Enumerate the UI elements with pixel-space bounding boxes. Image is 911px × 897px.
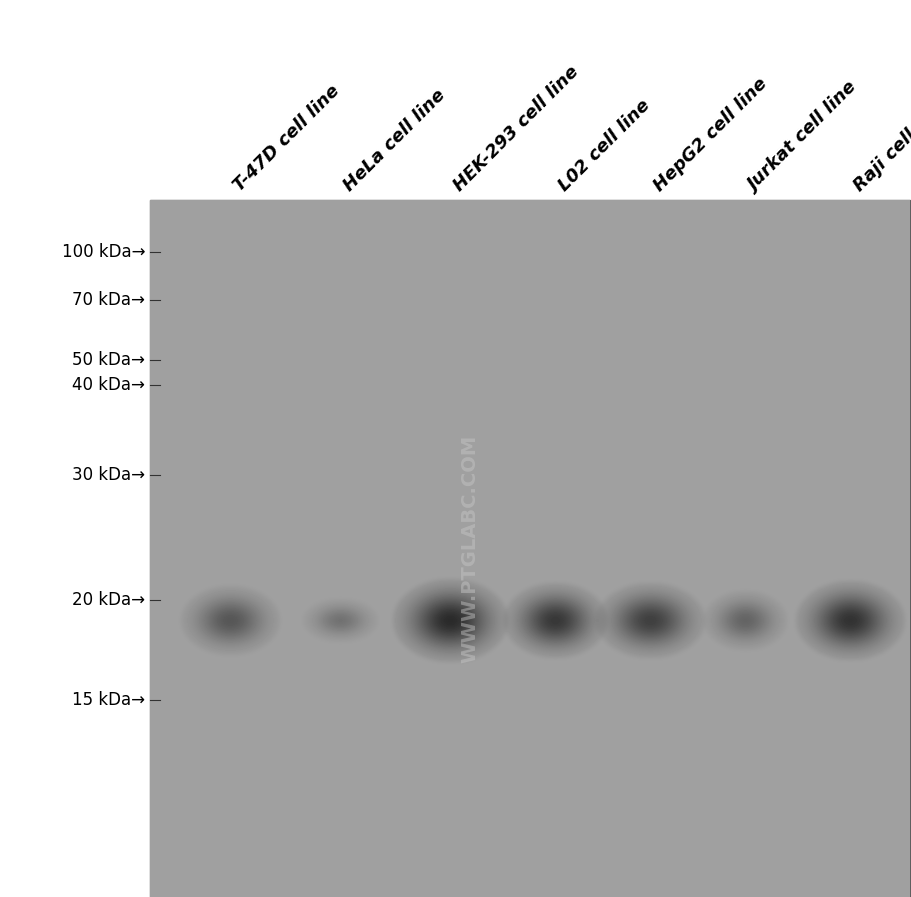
Text: Raji cell line: Raji cell line — [850, 95, 911, 195]
Text: Jurkat cell line: Jurkat cell line — [745, 79, 861, 195]
Bar — [150, 200, 910, 897]
Text: HepG2 cell line: HepG2 cell line — [650, 74, 771, 195]
Text: WWW.PTGLABC.COM: WWW.PTGLABC.COM — [460, 434, 479, 663]
Text: 30 kDa→: 30 kDa→ — [72, 466, 145, 484]
Text: HeLa cell line: HeLa cell line — [340, 86, 449, 195]
Text: L02 cell line: L02 cell line — [555, 96, 653, 195]
Text: T-47D cell line: T-47D cell line — [230, 82, 343, 195]
Text: 20 kDa→: 20 kDa→ — [72, 591, 145, 609]
Text: 70 kDa→: 70 kDa→ — [72, 291, 145, 309]
Text: 50 kDa→: 50 kDa→ — [72, 351, 145, 369]
Text: 15 kDa→: 15 kDa→ — [72, 691, 145, 709]
Text: HEK-293 cell line: HEK-293 cell line — [450, 63, 582, 195]
Text: 100 kDa→: 100 kDa→ — [62, 243, 145, 261]
Text: 40 kDa→: 40 kDa→ — [72, 376, 145, 394]
